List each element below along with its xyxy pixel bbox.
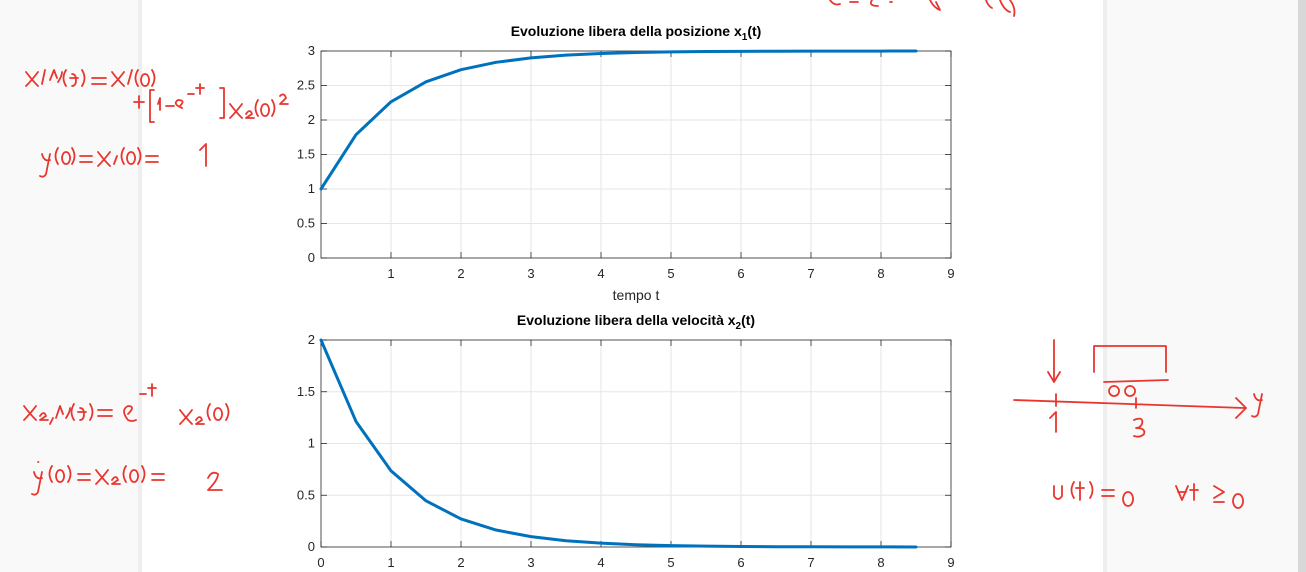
position-plot-xtick-label: 5: [667, 266, 674, 281]
velocity-plot-series: [319, 338, 918, 549]
velocity-plot-grid: [321, 340, 951, 547]
right-divider: [1103, 0, 1107, 572]
velocity-plot-ticks: 0 1 2 3 4 5 6 7 8 9 0 0.5 1 1.5 2: [297, 332, 955, 570]
position-plot: 1 2 3 4 5 6 7 8 9 0 0.5 1 1.5 2 2.5 3 Evoluzione libera…: [297, 23, 955, 303]
velocity-plot-series-line: [319, 338, 918, 549]
position-plot-ytick-label: 0.5: [297, 216, 315, 231]
position-plot-grid: [321, 51, 951, 258]
handwritten-notes-right: [829, 0, 1263, 509]
velocity-plot-xtick-label: 3: [527, 555, 534, 570]
position-plot-xtick-label: 9: [947, 266, 954, 281]
position-plot-xtick-label: 6: [737, 266, 744, 281]
position-plot-xlabel: tempo t: [613, 287, 660, 303]
position-plot-xtick-label: 1: [387, 266, 394, 281]
position-plot-xtick-label: 8: [877, 266, 884, 281]
position-plot-xtick-label: 2: [457, 266, 464, 281]
velocity-plot-title: Evoluzione libera della velocità x2(t): [517, 312, 755, 332]
velocity-plot-xtick-label: 5: [667, 555, 674, 570]
velocity-plot-xtick-label: 0: [317, 555, 324, 570]
position-plot-xtick-label: 7: [807, 266, 814, 281]
right-margin-panel: [1105, 0, 1306, 572]
velocity-plot-xtick-label: 8: [877, 555, 884, 570]
position-plot-ytick-label: 2.5: [297, 78, 315, 93]
position-plot-ytick-label: 3: [308, 43, 315, 58]
velocity-plot-ytick-label: 1: [308, 436, 315, 451]
position-plot-xtick-label: 4: [597, 266, 604, 281]
velocity-plot-xtick-label: 4: [597, 555, 604, 570]
velocity-plot-xtick-label: 2: [457, 555, 464, 570]
left-divider: [138, 0, 142, 572]
window-edge: [1298, 0, 1306, 572]
position-plot-series: [319, 49, 918, 191]
velocity-plot-xtick-label: 7: [807, 555, 814, 570]
position-plot-ytick-label: 1.5: [297, 147, 315, 162]
velocity-plot-ytick-label: 1.5: [297, 384, 315, 399]
velocity-plot-xtick-label: 6: [737, 555, 744, 570]
handwritten-notes-left: [23, 69, 289, 496]
velocity-plot-ytick-label: 0.5: [297, 487, 315, 502]
position-plot-series-line: [319, 49, 918, 191]
velocity-plot-xtick-label: 9: [947, 555, 954, 570]
position-plot-ytick-label: 2: [308, 112, 315, 127]
position-plot-ticks: 1 2 3 4 5 6 7 8 9 0 0.5 1 1.5 2 2.5 3: [297, 43, 955, 281]
position-plot-ytick-label: 1: [308, 181, 315, 196]
velocity-plot: 0 1 2 3 4 5 6 7 8 9 0 0.5 1 1.5 2 Evoluzione libera de…: [297, 312, 955, 570]
position-plot-xtick-label: 3: [527, 266, 534, 281]
velocity-plot-ytick-label: 2: [308, 332, 315, 347]
position-plot-ytick-label: 0: [308, 250, 315, 265]
position-plot-title: Evoluzione libera della posizione x1(t): [511, 23, 762, 43]
velocity-plot-xtick-label: 1: [387, 555, 394, 570]
velocity-plot-ytick-label: 0: [308, 539, 315, 554]
